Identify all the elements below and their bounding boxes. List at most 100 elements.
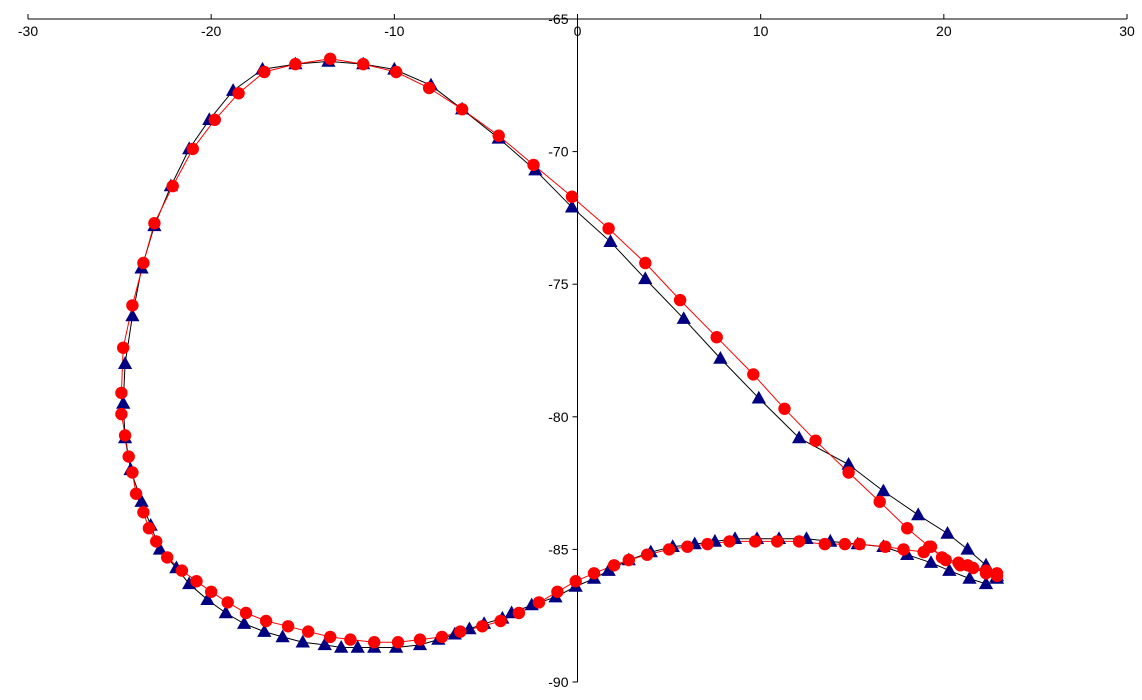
series-2-circle-point: [455, 103, 469, 116]
series-1-triangle-point: [911, 507, 926, 521]
series-2-circle-point: [842, 466, 855, 479]
series-2-circle-point: [990, 569, 1004, 583]
series-2-circle-point: [476, 620, 489, 633]
series-2-circle-point: [232, 87, 245, 100]
series-2-circle-point: [873, 495, 886, 508]
series-2-circle-point: [565, 190, 579, 203]
series-2-circle-point: [126, 299, 139, 312]
series-2-circle-point: [673, 293, 687, 307]
y-tick-label: -70: [548, 144, 568, 160]
series-2-circle-point: [148, 217, 161, 230]
series-2-circle-point: [259, 614, 273, 628]
series-2-circle-point: [954, 559, 967, 572]
series-1-triangle-point: [116, 396, 131, 409]
series-2-circle-point: [622, 553, 635, 567]
series-1-triangle-point: [275, 629, 290, 643]
series-2-circle-point: [150, 535, 163, 548]
series-1-triangle-point: [200, 592, 215, 605]
series-2-circle-point: [607, 559, 621, 572]
series-1-triangle-point: [792, 430, 807, 444]
series-2-circle-point: [551, 585, 564, 598]
series-2-circle-point: [390, 65, 403, 79]
series-1-triangle-point: [118, 356, 133, 369]
series-1-triangle-point: [564, 199, 580, 213]
x-tick-label: 30: [1119, 23, 1135, 39]
series-2-circle-point: [391, 636, 405, 649]
series-2-circle-point: [175, 564, 189, 577]
series-2-circle-point: [681, 540, 694, 553]
series-2-circle-point: [901, 522, 914, 535]
x-tick-label: 20: [936, 23, 952, 39]
series-1-triangle-point: [603, 234, 618, 247]
series-1-triangle-point: [923, 555, 939, 568]
series-2-circle-point: [302, 625, 315, 638]
series-2-circle-point: [186, 142, 199, 156]
series-2-circle-point: [792, 535, 806, 548]
series-1-triangle-point: [334, 640, 349, 653]
series-2-circle-point: [587, 567, 601, 580]
series-1-triangle-point: [237, 616, 252, 629]
series-2-circle-point: [897, 543, 910, 556]
x-tick-label: 10: [753, 23, 769, 39]
series-1-triangle-point: [841, 457, 856, 470]
series-2-circle-point: [435, 630, 449, 644]
series-2-circle-point: [710, 331, 723, 344]
y-axis-ticks: [572, 18, 578, 683]
series-2-circle-point: [190, 575, 203, 588]
series-2-circle-point: [357, 57, 370, 71]
series-2-circle-point: [494, 614, 507, 628]
series-2-circle-point: [966, 561, 980, 575]
series-2-circle-point: [879, 540, 892, 553]
series-1-triangle-point: [713, 351, 728, 364]
series-2-circle-point: [853, 537, 866, 551]
x-axis: -30-20-100102030: [18, 14, 1135, 39]
series-2-circle-point: [208, 113, 221, 127]
y-tick-label: -65: [548, 11, 568, 27]
y-tick-label: -75: [548, 276, 568, 292]
series-2-circle-point: [818, 537, 831, 551]
series-2-circle-point: [454, 625, 467, 638]
series-2-circle-point: [532, 596, 546, 609]
series-2-circle-point: [747, 368, 760, 381]
series-1-triangle-point: [960, 541, 975, 555]
series-2-circle-point: [939, 553, 952, 567]
series-2-circle-point: [239, 606, 253, 620]
series-2-circle-point: [771, 535, 784, 548]
x-axis-tick-labels: -30-20-100102030: [18, 23, 1135, 39]
series-2-circle-point: [749, 535, 762, 548]
series-1-triangle-point: [876, 483, 891, 497]
series-2-circle-point: [527, 158, 540, 172]
series-2-circle-point: [129, 487, 143, 500]
series-1-triangle-point: [962, 571, 977, 584]
series-2-circle-point: [923, 540, 936, 553]
series-2-circle-point: [126, 466, 139, 479]
series-2-circle-point: [115, 407, 128, 421]
series-1-triangle-point: [940, 526, 955, 539]
series-1-triangle-point: [751, 390, 766, 404]
series-1-triangle-point: [257, 624, 272, 637]
series-2-circle-point: [512, 606, 526, 620]
series-2-circle-point: [221, 596, 234, 609]
series-2-circle-point: [142, 522, 156, 535]
series-markers: [115, 52, 1005, 653]
series-1-triangle-point: [942, 563, 957, 576]
series-1-triangle-point: [125, 308, 140, 322]
series-2-circle-point: [166, 179, 179, 193]
x-tick-label: -20: [201, 23, 221, 39]
series-2-circle-point: [422, 81, 436, 95]
series-2-circle-point: [344, 633, 357, 646]
series-2-circle-point: [602, 222, 615, 235]
y-tick-label: -90: [548, 674, 568, 690]
x-tick-label: -30: [18, 23, 38, 39]
series-1-triangle-point: [134, 494, 149, 507]
series-2-circle-point: [137, 256, 150, 270]
series-2-circle-point: [639, 256, 652, 270]
series-1-triangle-point: [350, 640, 365, 653]
series-2-circle-point: [723, 535, 736, 548]
series-2-circle-point: [701, 537, 714, 551]
series-2-circle-point: [289, 57, 302, 71]
series-2-circle-point: [809, 434, 822, 447]
series-2-circle-point: [368, 636, 381, 649]
series-1-triangle-point: [152, 541, 167, 555]
